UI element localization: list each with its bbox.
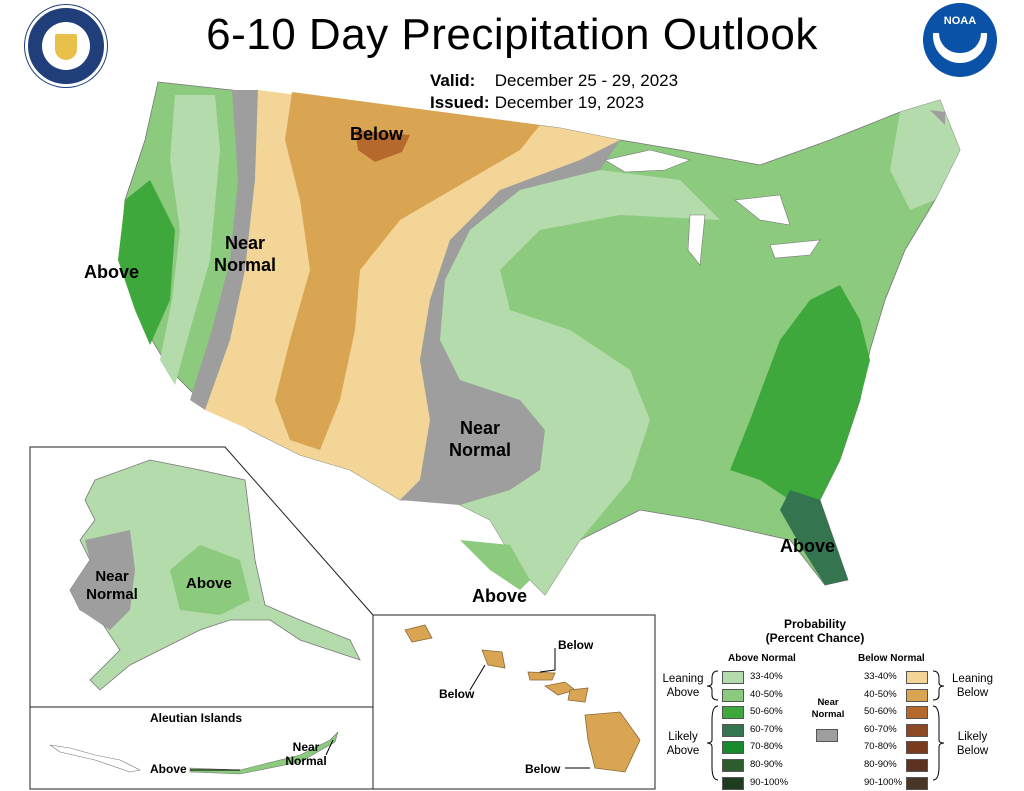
valid-value: December 25 - 29, 2023 bbox=[494, 71, 679, 90]
legend-below-range: 40-50% bbox=[864, 688, 897, 700]
legend-subtitle: (Percent Chance) bbox=[765, 631, 865, 645]
legend-above-swatch bbox=[722, 706, 744, 720]
legend-leaning-above: Leaning Above bbox=[662, 673, 704, 699]
legend-above-swatch bbox=[722, 671, 744, 684]
legend-below-swatch bbox=[906, 759, 928, 772]
issued-value: December 19, 2023 bbox=[494, 93, 645, 112]
label-above-southeast: Above bbox=[780, 536, 836, 556]
legend-above-swatch bbox=[722, 723, 744, 737]
label-aleutian-above: Above bbox=[150, 762, 187, 776]
legend-above-range: 33-40% bbox=[750, 671, 783, 682]
legend-below-swatch bbox=[906, 671, 928, 684]
legend-below-range: 60-70% bbox=[864, 723, 897, 735]
label-hawaii-below-1: Below bbox=[558, 638, 594, 652]
legend-above-swatch bbox=[722, 688, 744, 702]
conus-map bbox=[118, 81, 961, 596]
label-hawaii-below-3: Below bbox=[525, 762, 561, 776]
legend-above-swatch bbox=[722, 776, 744, 790]
legend-likely-below: Likely Below bbox=[956, 731, 989, 757]
legend-below-header: Below Normal bbox=[858, 653, 925, 664]
commerce-seal-logo bbox=[25, 5, 107, 87]
legend-below-swatch bbox=[906, 723, 928, 737]
legend-below-range: 50-60% bbox=[864, 706, 897, 718]
legend-below-swatch bbox=[906, 706, 928, 720]
legend-above-range: 80-90% bbox=[750, 759, 783, 770]
legend-above-range: 60-70% bbox=[750, 723, 783, 735]
valid-dates: Valid: December 25 - 29, 2023 Issued: De… bbox=[430, 70, 678, 114]
legend-near-normal-swatch bbox=[816, 729, 838, 742]
legend-below-swatch bbox=[906, 776, 928, 790]
noaa-logo: NOAA bbox=[923, 3, 997, 77]
label-aleutian-near-normal: Near Normal bbox=[285, 740, 327, 768]
legend-below-range: 90-100% bbox=[864, 776, 903, 788]
legend-above-header: Above Normal bbox=[728, 653, 796, 664]
legend-above-swatch bbox=[722, 759, 744, 772]
legend-above-range: 50-60% bbox=[750, 706, 783, 718]
aleutian-title: Aleutian Islands bbox=[150, 711, 243, 725]
label-alaska-near-normal: Near Normal bbox=[86, 568, 138, 603]
label-below-north: Below bbox=[350, 124, 404, 144]
legend-above-range: 40-50% bbox=[750, 688, 783, 700]
label-above-texas: Above bbox=[472, 586, 528, 606]
legend-above-swatch bbox=[722, 741, 744, 755]
legend-above-range: 70-80% bbox=[750, 741, 783, 753]
legend-title: Probability bbox=[783, 617, 846, 631]
label-near-normal-west: Near Normal bbox=[213, 233, 276, 275]
legend-below-swatch bbox=[906, 741, 928, 755]
legend-near-normal-label: Near Normal bbox=[811, 697, 845, 720]
legend-below-range: 33-40% bbox=[864, 671, 897, 682]
legend-leaning-below: Leaning Below bbox=[952, 673, 993, 699]
label-alaska-above: Above bbox=[186, 575, 232, 592]
label-above-west: Above bbox=[84, 262, 140, 282]
label-near-normal-south: Near Normal bbox=[448, 418, 511, 460]
issued-label: Issued: bbox=[430, 93, 490, 112]
hawaii-map bbox=[404, 624, 641, 773]
alaska-map bbox=[69, 459, 361, 691]
legend-above-range: 90-100% bbox=[750, 776, 789, 788]
label-hawaii-below-2: Below bbox=[439, 687, 475, 701]
legend-below-swatch bbox=[906, 688, 928, 702]
valid-label: Valid: bbox=[430, 71, 476, 90]
page-title: 6-10 Day Precipitation Outlook bbox=[206, 10, 818, 59]
legend-below-range: 70-80% bbox=[864, 741, 897, 753]
legend-below-range: 80-90% bbox=[864, 759, 897, 770]
legend-likely-above: Likely Above bbox=[666, 731, 700, 757]
